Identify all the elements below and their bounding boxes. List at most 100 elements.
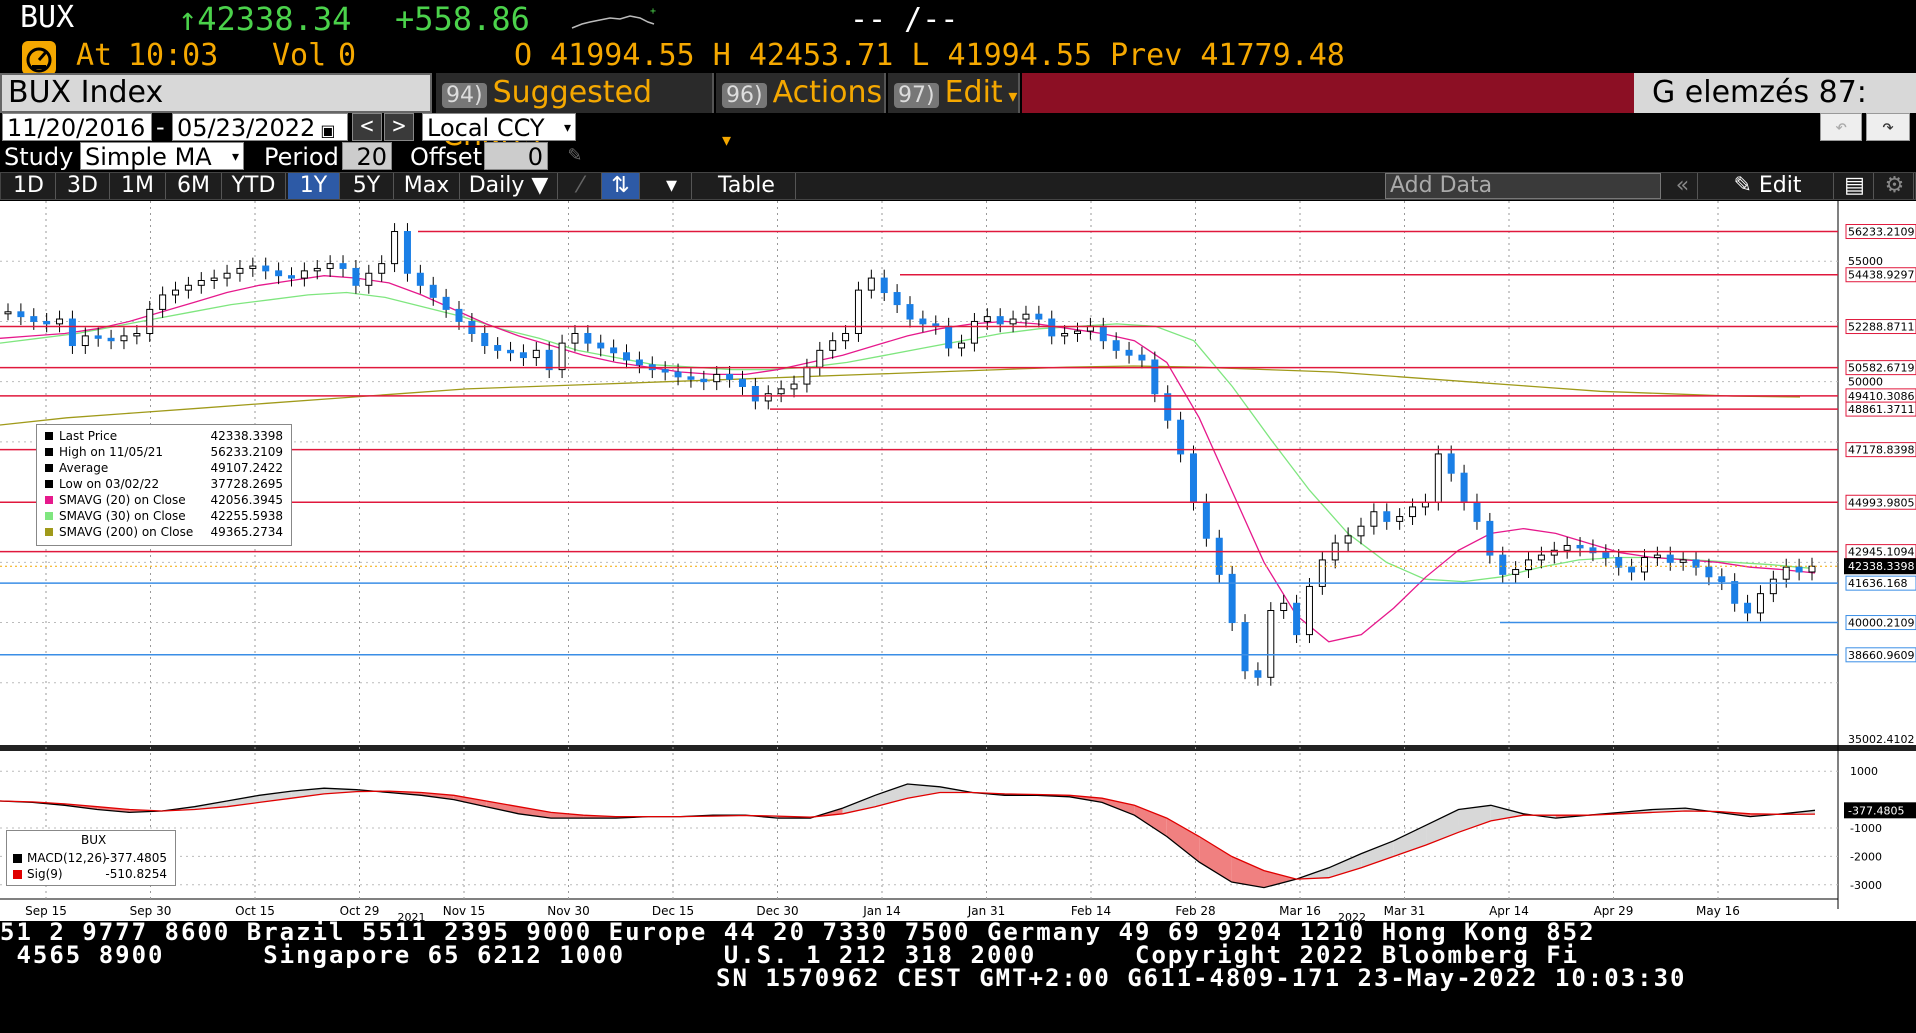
candle-body <box>610 347 618 354</box>
pencil-icon: ✎ <box>1733 173 1759 198</box>
macd-tick-label: 1000 <box>1850 765 1878 778</box>
macd-fill <box>1199 836 1232 882</box>
candle-body <box>56 318 64 325</box>
macd-fill <box>97 806 130 813</box>
x-tick-label: Feb 14 <box>1071 904 1111 918</box>
legend-swatch <box>45 528 53 536</box>
candle-body <box>1189 453 1197 503</box>
calendar-icon[interactable]: ▣ <box>7 152 23 171</box>
range-ytd[interactable]: YTD <box>222 173 286 199</box>
candle-body <box>455 308 463 322</box>
offset-field[interactable]: 0 <box>484 142 548 171</box>
next-period-button[interactable]: > <box>384 113 414 141</box>
legend-row: Low on 03/02/22 37728.2695 <box>43 477 283 493</box>
range-1m[interactable]: 1M <box>110 173 166 199</box>
caret-down-icon: ▾ <box>231 149 239 165</box>
candle-body <box>1254 670 1262 678</box>
caret-down-icon: ▾ <box>563 120 571 136</box>
edit-chart-button[interactable]: ✎ Edit Chart <box>1702 173 1834 224</box>
macd-fill <box>1101 798 1135 816</box>
actions-menu[interactable]: 96) Actions ▾ <box>716 73 886 151</box>
edit-menu[interactable]: 97) Edit ▾ <box>888 73 1020 113</box>
chart-type-caret-icon[interactable]: ▾ <box>652 173 692 199</box>
chart-settings-icon[interactable]: ▤ <box>1836 173 1874 199</box>
security-field[interactable]: BUX Index <box>0 73 432 113</box>
calendar-icon[interactable]: ▣ <box>315 121 336 140</box>
candle-body <box>1679 559 1687 563</box>
candle-body <box>777 388 785 395</box>
year-label: 2021 <box>398 911 426 921</box>
gear-icon[interactable]: ⚙ <box>1876 173 1914 199</box>
resistance-label: 48861.3711 <box>1848 403 1914 416</box>
range-5y[interactable]: 5Y <box>340 173 394 199</box>
pencil-icon[interactable]: ✎ <box>568 142 582 167</box>
undo-icon[interactable]: ↶ <box>1820 113 1862 141</box>
candle-body <box>906 304 914 320</box>
price-chart[interactable]: Sep 15 Sep 30 Oct 15 Oct 29 Nov 15 Nov 30 Dec … <box>0 201 1916 921</box>
x-tick-label: May 16 <box>1696 904 1740 918</box>
candle-body <box>81 335 89 347</box>
resistance-label: 54438.9297 <box>1848 269 1914 282</box>
candle-body <box>468 320 476 334</box>
prev-period-button[interactable]: < <box>352 113 382 141</box>
range-1d[interactable]: 1D <box>2 173 56 199</box>
end-date-field[interactable]: 05/23/2022 ▣ <box>172 113 348 142</box>
start-date-field[interactable]: 11/20/2016 ▣ <box>2 113 152 171</box>
candle-body <box>1795 566 1803 573</box>
redo-icon[interactable]: ↷ <box>1866 113 1910 141</box>
bottom-price-label: 35002.4102 <box>1848 733 1914 746</box>
study-select[interactable]: Simple MA ▾ <box>80 142 244 171</box>
macd-fill <box>1264 870 1297 888</box>
macd-fill <box>421 792 454 800</box>
candle-body <box>197 279 205 286</box>
candle-body <box>30 316 38 322</box>
candle-body <box>880 277 888 294</box>
table-button[interactable]: Table <box>698 173 796 199</box>
currency-select[interactable]: Local CCY ▾ <box>422 113 576 142</box>
candle-body <box>326 263 334 269</box>
candle-body <box>94 335 102 339</box>
macd-fill <box>1134 805 1167 837</box>
candle-body <box>545 349 553 371</box>
candle-body <box>1164 393 1172 421</box>
legend-value: 49365.2734 <box>210 525 283 539</box>
add-data-field[interactable]: Add Data <box>1385 173 1661 199</box>
candle-body <box>1692 559 1700 568</box>
candle-body <box>1731 581 1739 604</box>
line-chart-icon[interactable]: ⁄ <box>560 173 602 199</box>
macd-fill <box>1166 818 1200 863</box>
candle-body <box>674 371 682 378</box>
macd-fill <box>1426 809 1459 846</box>
candle-body <box>403 231 411 274</box>
candle-body <box>391 231 399 265</box>
candle-body <box>507 349 515 354</box>
frequency-select[interactable]: Daily ▼ <box>460 173 558 199</box>
caret-down-icon: ▼ <box>531 173 549 198</box>
candle-body <box>1602 552 1610 559</box>
macd-fill <box>1458 805 1491 833</box>
macd-tick-label: -3000 <box>1850 879 1882 892</box>
candle-body <box>1370 511 1378 527</box>
macd-tick-label: -1000 <box>1850 822 1882 835</box>
candle-chart-icon[interactable]: ⇅ <box>602 173 640 199</box>
suggested-charts-button[interactable]: 94)Suggested Charts <box>436 73 714 153</box>
range-1y[interactable]: 1Y <box>288 173 340 199</box>
candle-body <box>623 352 631 361</box>
end-date-value: 05/23/2022 <box>177 114 316 142</box>
candle-body <box>262 265 270 272</box>
range-3d[interactable]: 3D <box>56 173 110 199</box>
period-field[interactable]: 20 <box>342 142 392 171</box>
range-6m[interactable]: 6M <box>166 173 222 199</box>
candle-body <box>223 272 231 279</box>
x-tick-label: Mar 31 <box>1384 904 1426 918</box>
gauge-icon[interactable] <box>22 41 56 75</box>
legend-value: -377.4805 <box>105 851 167 865</box>
double-chevron-left-icon[interactable]: « <box>1668 173 1698 199</box>
candle-body <box>275 270 283 277</box>
x-tick-label: Nov 30 <box>547 904 590 918</box>
legend-label: Last Price <box>59 429 118 443</box>
resistance-label: 56233.2109 <box>1848 226 1914 239</box>
range-max[interactable]: Max <box>394 173 460 199</box>
macd-fill <box>486 801 519 814</box>
contact-tape-line-1: 51 2 9777 8600 Brazil 5511 2395 9000 Eur… <box>0 918 1596 946</box>
